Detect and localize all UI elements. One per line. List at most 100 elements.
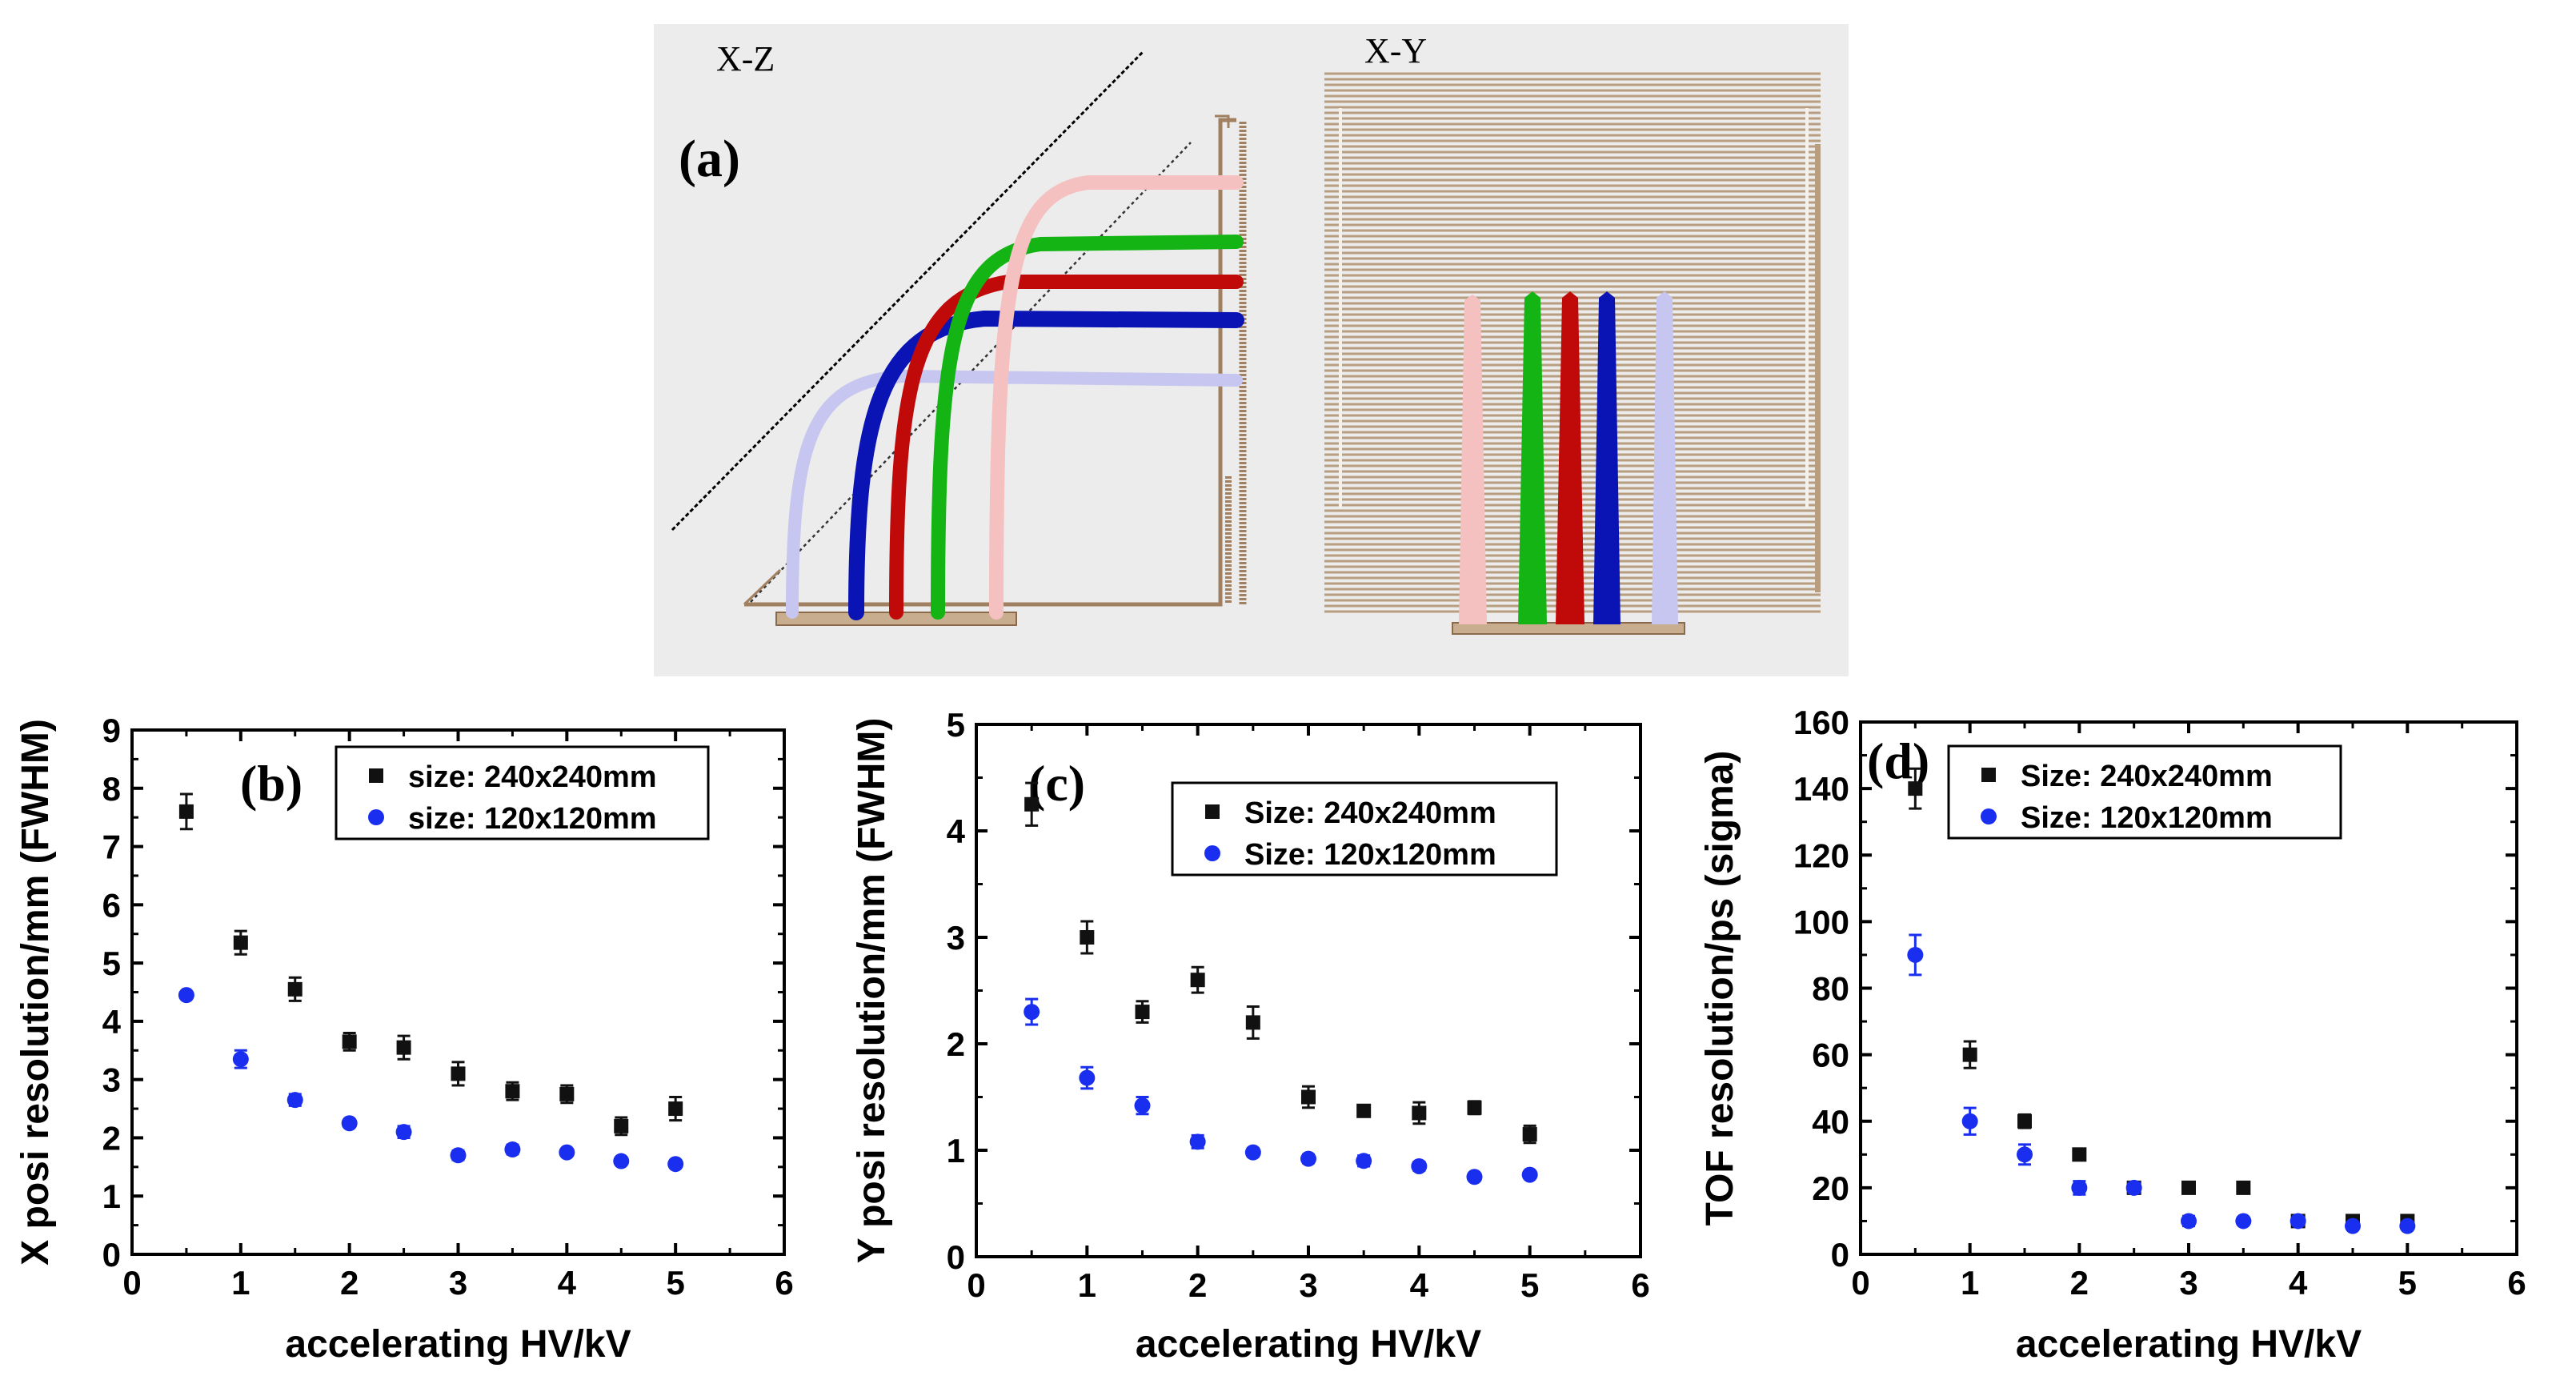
data-point [1300, 1150, 1316, 1167]
data-point [1080, 930, 1095, 945]
x-tick-label: 4 [558, 1264, 577, 1302]
panel-letter: (d) [1867, 732, 1929, 789]
x-tick-label: 4 [2289, 1264, 2308, 1302]
y-tick-label: 6 [102, 886, 121, 924]
data-point [2290, 1213, 2306, 1230]
legend-marker [369, 768, 383, 783]
data-point [613, 1153, 630, 1169]
xy-right-rail [1815, 144, 1821, 592]
legend-marker [1205, 804, 1220, 819]
data-point [1024, 1004, 1040, 1021]
y-tick-label: 20 [1812, 1169, 1849, 1207]
series-small-detector [178, 987, 684, 1173]
data-point [1244, 1144, 1261, 1161]
x-axis-title: accelerating HV/kV [285, 1323, 631, 1366]
data-point [2125, 1179, 2142, 1196]
x-tick-label: 2 [340, 1264, 359, 1302]
xz-frame-corner [743, 114, 1230, 606]
y-tick-label: 4 [947, 812, 966, 850]
y-tick-label: 5 [102, 945, 121, 982]
data-point [1356, 1153, 1372, 1169]
panel-a-label: (a) [679, 130, 740, 188]
data-point [451, 1066, 466, 1081]
data-point [1412, 1105, 1427, 1121]
legend-box [1947, 744, 2342, 840]
y-tick-label: 0 [102, 1236, 121, 1274]
legend-box [1171, 781, 1558, 877]
legend-label: Size: 120x120mm [1244, 838, 1496, 872]
chart-d: 0 1 2 3 4 5 6 0 20 40 60 80 100 120 140 160 accelerating… [1685, 688, 2573, 1392]
x-tick-label: 3 [1299, 1266, 1317, 1304]
data-point [1189, 1133, 1206, 1150]
xy-spot-pink [1459, 295, 1487, 624]
x-axis-title: accelerating HV/kV [1136, 1323, 1481, 1366]
y-tick-label: 2 [102, 1119, 121, 1157]
data-point [2017, 1146, 2033, 1163]
y-tick-label: 4 [102, 1003, 122, 1041]
y-tick-label: 60 [1812, 1037, 1849, 1074]
x-tick-label: 5 [666, 1264, 684, 1302]
y-tick-label: 0 [1831, 1236, 1849, 1274]
legend-label: Size: 120x120mm [2021, 801, 2273, 835]
data-point [395, 1124, 412, 1141]
data-point [342, 1034, 357, 1049]
y-tick-label: 1 [947, 1132, 965, 1169]
data-point [396, 1040, 411, 1055]
x-tick-label: 1 [1961, 1264, 1979, 1302]
data-point [2181, 1180, 2196, 1195]
y-tick-label: 5 [947, 706, 965, 744]
data-point [1522, 1127, 1537, 1142]
xy-view-label: X-Y [1364, 31, 1427, 70]
data-point [450, 1147, 467, 1164]
x-tick-label: 0 [122, 1264, 141, 1302]
legend-label: size: 120x120mm [408, 802, 657, 836]
data-point [1356, 1103, 1372, 1118]
simulation-figure-a: X-Z (a) X-Y [654, 24, 1849, 676]
data-point [2181, 1213, 2197, 1230]
x-tick-label: 6 [775, 1264, 793, 1302]
data-point [2399, 1217, 2416, 1234]
x-tick-label: 6 [2507, 1264, 2526, 1302]
data-point [667, 1156, 684, 1173]
data-point [1962, 1047, 1977, 1062]
x-tick-label: 1 [1078, 1266, 1096, 1304]
data-point [1134, 1097, 1151, 1114]
xy-mcp-base [1452, 622, 1685, 635]
x-tick-label: 5 [2398, 1264, 2417, 1302]
x-axis-title: accelerating HV/kV [2016, 1323, 2362, 1366]
data-point [614, 1118, 629, 1133]
data-point [1190, 973, 1205, 988]
legend-marker [368, 809, 384, 825]
data-point [504, 1141, 521, 1157]
data-point [1466, 1169, 1483, 1185]
data-point [559, 1086, 575, 1101]
data-point [286, 1092, 303, 1109]
y-tick-label: 9 [102, 712, 121, 749]
data-point [1024, 796, 1040, 812]
x-tick-label: 6 [1631, 1266, 1649, 1304]
xy-spot-red [1556, 291, 1584, 624]
xz-view-label: X-Z [716, 39, 775, 78]
data-point [1079, 1069, 1096, 1086]
data-point [341, 1115, 358, 1132]
y-tick-label: 3 [947, 919, 965, 957]
x-tick-label: 3 [2179, 1264, 2197, 1302]
data-point [1521, 1166, 1538, 1183]
trajectory-lavender [786, 369, 1243, 619]
x-tick-label: 5 [1520, 1266, 1539, 1304]
x-tick-label: 0 [1851, 1264, 1869, 1302]
panel-letter: (b) [240, 755, 302, 812]
xy-spot-green [1518, 291, 1547, 624]
data-point [178, 804, 194, 819]
legend-marker [1981, 768, 1996, 782]
data-point [1411, 1157, 1428, 1174]
data-point [1245, 1015, 1260, 1030]
data-point [668, 1101, 683, 1117]
y-tick-label: 140 [1793, 770, 1849, 808]
data-point [559, 1144, 575, 1161]
xy-view: X-Y [1324, 31, 1821, 635]
chart-d-svg: 0 1 2 3 4 5 6020406080100120140160accelerating… [1699, 704, 2526, 1366]
xz-view: X-Z (a) [671, 39, 1247, 626]
data-point [1301, 1089, 1316, 1105]
chart-c: 0 1 2 3 4 5 6 0 1 2 3 4 5 accelerating HV/kV Y posi re… [840, 688, 1673, 1392]
